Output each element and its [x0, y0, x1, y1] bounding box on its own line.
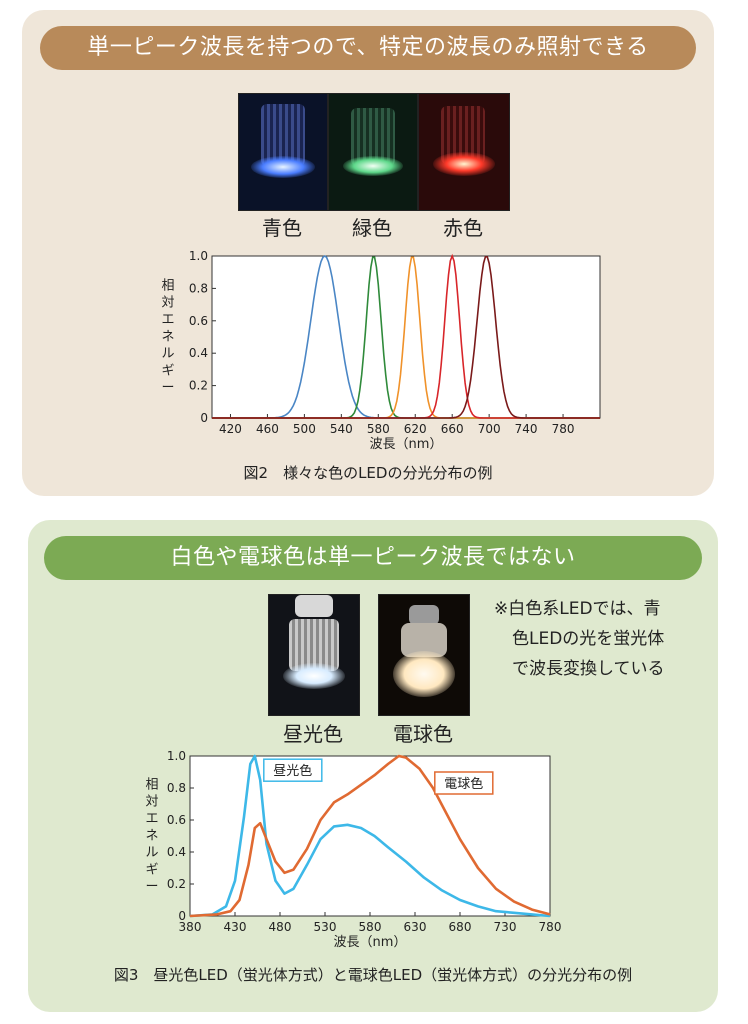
white-led-panel: 白色や電球色は単一ピーク波長ではない 昼光色 電球色 ※白色系LEDでは、青 色… — [28, 520, 718, 1012]
y-tick-label: 0.2 — [167, 877, 186, 891]
legend-label-daylight: 昼光色 — [273, 763, 312, 779]
red-led-photo — [418, 93, 510, 211]
green-led-photo — [328, 93, 418, 211]
bulb-color-led-photo — [378, 594, 470, 716]
x-tick-label: 380 — [179, 920, 202, 934]
x-tick-label: 740 — [515, 422, 538, 436]
panel-banner: 単一ピーク波長を持つので、特定の波長のみ照射できる — [40, 26, 696, 70]
y-axis-label-char: エ — [161, 313, 174, 328]
x-tick-label: 430 — [224, 920, 247, 934]
photo-label-green: 緑色 — [352, 216, 392, 240]
panel-banner: 白色や電球色は単一ピーク波長ではない — [44, 536, 702, 580]
x-tick-label: 540 — [330, 422, 353, 436]
y-axis-label-char: ギ — [145, 863, 158, 878]
y-tick-label: 0.4 — [167, 845, 186, 859]
x-tick-label: 700 — [478, 422, 501, 436]
x-tick-label: 580 — [359, 920, 382, 934]
x-tick-label: 780 — [539, 920, 562, 934]
x-tick-label: 460 — [256, 422, 279, 436]
x-tick-label: 580 — [367, 422, 390, 436]
y-axis-label-char: ー — [161, 381, 174, 396]
y-tick-label: 0.8 — [189, 281, 208, 295]
daylight-led-photo — [268, 594, 360, 716]
y-axis-label-char: ネ — [161, 330, 174, 345]
plot-area — [211, 255, 601, 419]
note-line: ※白色系LEDでは、青 — [494, 599, 661, 619]
x-tick-label: 680 — [449, 920, 472, 934]
x-tick-label: 420 — [219, 422, 242, 436]
white-led-spectrum-chart: 380 430 480 530 580 630 680 730 780 0 0.2 0.4 0.6 0.8… — [145, 749, 562, 950]
spectrum-line-1 — [189, 754, 551, 918]
y-axis-label-char: エ — [145, 812, 158, 827]
y-tick-label: 0 — [200, 411, 208, 425]
y-axis-label-char: 相 — [145, 778, 158, 793]
y-tick-label: 0.6 — [167, 813, 186, 827]
spectrum-line-4 — [212, 256, 600, 419]
x-tick-label: 730 — [494, 920, 517, 934]
photo-label-blue: 青色 — [262, 216, 302, 240]
y-tick-label: 0.8 — [167, 781, 186, 795]
y-tick-label: 0.2 — [189, 379, 208, 393]
x-tick-label: 660 — [441, 422, 464, 436]
led-spectrum-chart: 420 460 500 540 580 620 660 700 740 780 0 0.2 0.4 0.6… — [161, 249, 601, 452]
legend-box-bulb-color — [434, 771, 494, 795]
legend-box-daylight — [263, 758, 323, 782]
spectrum-line-0 — [189, 754, 551, 918]
legend-label-bulb-color: 電球色 — [444, 776, 483, 792]
y-axis-label-char: ギ — [161, 364, 174, 379]
figure-caption: 図3 昼光色LED（蛍光体方式）と電球色LED（蛍光体方式）の分光分布の例 — [113, 966, 633, 984]
y-tick-label: 0.6 — [189, 314, 208, 328]
photo-label-daylight: 昼光色 — [283, 722, 343, 746]
x-tick-label: 620 — [404, 422, 427, 436]
y-tick-label: 1.0 — [167, 749, 186, 763]
x-tick-label: 480 — [269, 920, 292, 934]
y-axis-label-char: ー — [145, 880, 158, 895]
y-axis-label-char: ル — [161, 347, 174, 362]
photo-label-bulb-color: 電球色 — [393, 722, 453, 746]
note-line: で波長変換している — [512, 659, 665, 679]
x-axis-label: 波長（nm） — [334, 935, 407, 950]
x-axis-label: 波長（nm） — [370, 437, 443, 452]
x-tick-label: 780 — [552, 422, 575, 436]
photo-label-red: 赤色 — [443, 216, 483, 240]
y-axis-label-char: ル — [145, 846, 158, 861]
y-tick-label: 1.0 — [189, 249, 208, 263]
x-tick-label: 530 — [314, 920, 337, 934]
phosphor-note: ※白色系LEDでは、青 色LEDの光を蛍光体 で波長変換している — [494, 594, 665, 684]
note-line: 色LEDの光を蛍光体 — [512, 629, 665, 649]
y-tick-label: 0.4 — [189, 346, 208, 360]
y-axis-label-char: ネ — [145, 829, 158, 844]
x-tick-label: 500 — [293, 422, 316, 436]
y-axis-label-char: 対 — [161, 296, 174, 311]
blue-led-photo — [238, 93, 328, 211]
figure-caption: 図2 様々な色のLEDの分光分布の例 — [243, 464, 493, 482]
y-tick-label: 0 — [178, 909, 186, 923]
plot-area — [189, 755, 551, 917]
y-axis-label-char: 対 — [145, 795, 158, 810]
single-peak-panel: 単一ピーク波長を持つので、特定の波長のみ照射できる 青色 緑色 赤色 420 46… — [22, 10, 714, 496]
x-tick-label: 630 — [404, 920, 427, 934]
y-axis-label-char: 相 — [161, 279, 174, 294]
